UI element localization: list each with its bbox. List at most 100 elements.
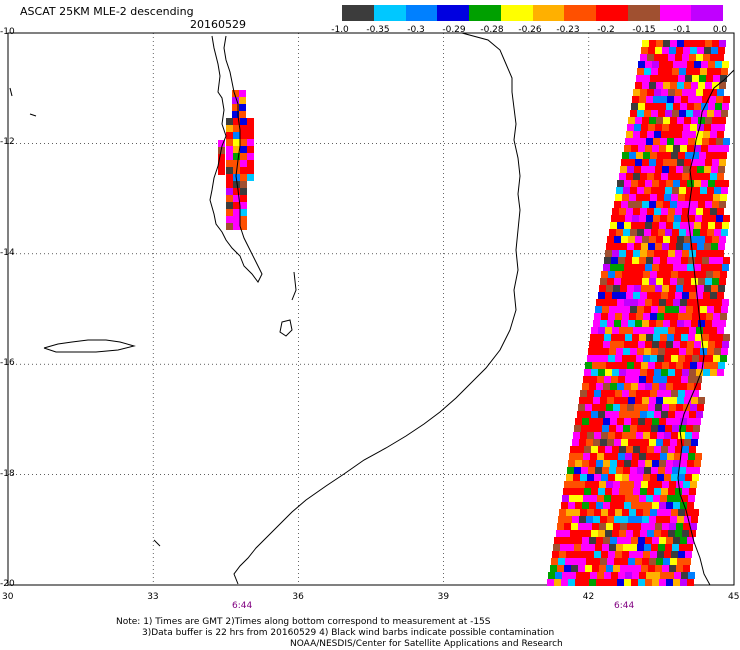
swath-cell xyxy=(684,236,691,243)
swath-cell xyxy=(646,96,653,103)
colorbar-tick-label: -0.26 xyxy=(518,25,542,35)
swath-cell xyxy=(671,152,678,159)
swath-cell xyxy=(636,390,643,397)
swath-cell xyxy=(694,61,701,68)
swath-cell xyxy=(713,75,720,82)
swath-cell xyxy=(623,544,630,551)
swath-cell xyxy=(647,89,654,96)
swath-cell xyxy=(656,439,663,446)
swath-cell xyxy=(669,285,676,292)
swath-cell xyxy=(716,96,723,103)
swath-cell xyxy=(611,376,618,383)
swath-cell xyxy=(652,418,659,425)
latitude-tick-label: -20 xyxy=(0,579,15,589)
swath-cell xyxy=(616,229,623,236)
swath-cell xyxy=(569,572,576,579)
swath-cell xyxy=(680,61,687,68)
swath-cell xyxy=(247,125,254,132)
swath-cell xyxy=(718,285,725,292)
swath-cell xyxy=(672,544,679,551)
swath-cell xyxy=(668,446,675,453)
swath-cell xyxy=(683,243,690,250)
swath-cell xyxy=(650,271,657,278)
swath-cell xyxy=(613,362,620,369)
swath-cell xyxy=(654,54,661,61)
latitude-tick-label: -16 xyxy=(0,358,15,369)
swath-cell xyxy=(721,306,728,313)
swath-cell xyxy=(681,215,688,222)
swath-cell xyxy=(233,146,240,153)
swath-cell xyxy=(610,383,617,390)
swath-cell xyxy=(644,68,651,75)
swath-cell xyxy=(701,341,708,348)
swath-cell xyxy=(570,530,577,537)
swath-cell xyxy=(582,460,589,467)
swath-cell xyxy=(226,181,233,188)
swath-cell xyxy=(669,47,676,54)
swath-cell xyxy=(548,572,555,579)
swath-cell xyxy=(226,118,233,125)
swath-cell xyxy=(673,145,680,152)
swath-cell xyxy=(557,523,564,530)
swath-cell xyxy=(675,292,682,299)
swath-cell xyxy=(657,152,664,159)
swath-cell xyxy=(573,432,580,439)
swath-cell xyxy=(714,110,721,117)
swath-cell xyxy=(647,250,654,257)
swath-cell xyxy=(594,551,601,558)
swath-cell xyxy=(694,383,701,390)
swath-cell xyxy=(655,243,662,250)
swath-cell xyxy=(705,159,712,166)
swath-cell xyxy=(686,187,693,194)
swath-cell xyxy=(654,292,661,299)
swath-cell xyxy=(597,572,604,579)
swath-cell xyxy=(674,257,681,264)
swath-cell xyxy=(617,180,624,187)
swath-cell xyxy=(659,341,666,348)
swath-cell xyxy=(687,460,694,467)
swath-cell xyxy=(635,397,642,404)
swath-cell xyxy=(610,264,617,271)
swath-cell xyxy=(619,411,626,418)
latitude-tick-label: -18 xyxy=(0,468,15,479)
swath-cell xyxy=(717,131,724,138)
swath-cell xyxy=(698,159,705,166)
swath-cell xyxy=(596,537,603,544)
swath-cell xyxy=(668,327,675,334)
swath-cell xyxy=(565,516,572,523)
swath-cell xyxy=(631,180,638,187)
swath-cell xyxy=(233,132,240,139)
swath-cell xyxy=(653,572,660,579)
longitude-tick-label: 30 xyxy=(2,592,14,602)
swath-cell xyxy=(718,166,725,173)
swath-cell xyxy=(673,460,680,467)
swath-cell xyxy=(664,313,671,320)
swath-cell xyxy=(571,481,578,488)
swath-cell xyxy=(619,446,626,453)
swath-cell xyxy=(722,180,729,187)
swath-cell xyxy=(226,174,233,181)
swath-cell xyxy=(668,530,675,537)
swath-cell xyxy=(656,278,663,285)
swath-cell xyxy=(654,208,661,215)
swath-cell xyxy=(615,509,622,516)
swath-cell xyxy=(665,68,672,75)
swath-cell xyxy=(614,201,621,208)
swath-cell xyxy=(696,131,703,138)
swath-cell xyxy=(617,383,624,390)
swath-cell xyxy=(641,481,648,488)
swath-cell xyxy=(663,40,670,47)
swath-cell xyxy=(615,432,622,439)
swath-cell xyxy=(613,565,620,572)
swath-cell xyxy=(232,104,239,111)
swath-cell xyxy=(629,390,636,397)
swath-cell xyxy=(677,159,684,166)
swath-cell xyxy=(659,264,666,271)
swath-cell xyxy=(590,334,597,341)
swath-cell xyxy=(240,146,247,153)
swath-cell xyxy=(601,355,608,362)
swath-cell xyxy=(615,474,622,481)
swath-cell xyxy=(705,117,712,124)
swath-cell xyxy=(233,139,240,146)
swath-cell xyxy=(659,103,666,110)
